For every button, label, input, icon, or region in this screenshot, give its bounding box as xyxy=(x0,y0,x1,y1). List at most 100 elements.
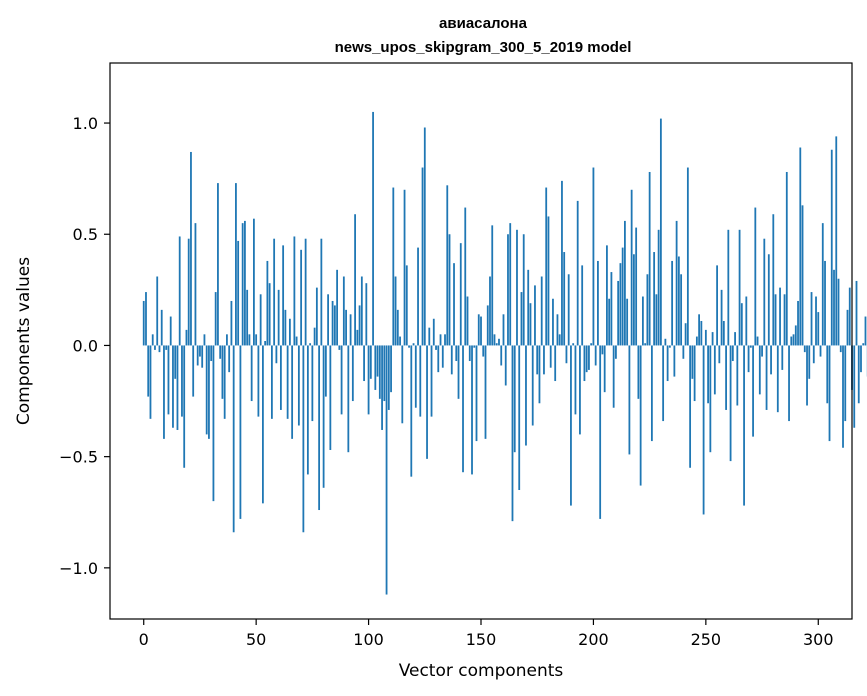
bar-71 xyxy=(302,345,305,533)
bar-63 xyxy=(284,309,287,346)
bar-79 xyxy=(320,238,323,346)
bar-191 xyxy=(572,343,575,346)
bar-231 xyxy=(662,345,665,422)
bar-1 xyxy=(145,292,147,346)
bar-146 xyxy=(471,345,473,475)
bar-7 xyxy=(158,345,161,353)
bar-312 xyxy=(844,345,847,422)
bar-136 xyxy=(448,234,451,346)
bar-87 xyxy=(338,345,341,350)
bar-170 xyxy=(525,345,527,446)
bar-131 xyxy=(437,345,440,373)
bar-217 xyxy=(630,189,633,346)
bar-250 xyxy=(704,329,707,346)
bar-163 xyxy=(509,223,512,346)
bar-166 xyxy=(516,229,518,346)
bar-165 xyxy=(513,345,516,453)
bar-286 xyxy=(785,171,788,346)
bar-116 xyxy=(403,189,406,346)
bar-266 xyxy=(740,303,743,346)
bar-157 xyxy=(495,343,498,346)
bar-127 xyxy=(428,327,431,346)
bar-140 xyxy=(457,345,460,399)
bar-251 xyxy=(707,345,709,404)
bar-230 xyxy=(659,118,662,346)
bar-50 xyxy=(255,334,258,346)
bar-258 xyxy=(722,320,725,346)
bar-152 xyxy=(484,345,487,439)
bar-151 xyxy=(482,345,485,357)
bar-206 xyxy=(606,245,608,346)
bar-85 xyxy=(333,305,336,346)
bar-76 xyxy=(313,327,316,346)
bar-245 xyxy=(693,345,696,402)
bar-205 xyxy=(603,345,606,393)
bar-155 xyxy=(491,225,494,346)
bar-314 xyxy=(848,287,851,346)
bar-221 xyxy=(639,345,642,486)
bar-121 xyxy=(414,345,417,408)
bar-271 xyxy=(752,345,754,437)
bar-283 xyxy=(779,287,781,346)
bar-291 xyxy=(797,300,799,346)
bar-204 xyxy=(601,345,604,355)
bar-318 xyxy=(857,345,860,404)
bar-223 xyxy=(644,343,647,346)
bar-53 xyxy=(262,345,264,504)
bar-69 xyxy=(297,345,300,426)
bar-14 xyxy=(174,345,177,379)
y-tick-label: −1.0 xyxy=(59,559,98,578)
bar-272 xyxy=(754,207,757,346)
bar-226 xyxy=(650,345,653,442)
bar-280 xyxy=(772,214,775,346)
bar-246 xyxy=(695,336,698,346)
bar-65 xyxy=(288,318,291,346)
bar-145 xyxy=(468,345,471,362)
bar-84 xyxy=(331,300,334,346)
bar-172 xyxy=(529,303,532,346)
bar-233 xyxy=(666,345,669,382)
y-axis: −1.0 −0.5 0.0 0.5 1.0 xyxy=(59,114,110,578)
bar-249 xyxy=(702,345,705,515)
bar-294 xyxy=(803,345,806,353)
bar-300 xyxy=(817,312,820,346)
bar-91 xyxy=(347,345,350,453)
bar-132 xyxy=(439,334,442,346)
x-tick-label: 150 xyxy=(466,630,497,649)
bar-309 xyxy=(837,278,840,346)
bar-177 xyxy=(540,276,543,346)
bar-104 xyxy=(376,345,379,377)
bar-66 xyxy=(291,345,294,439)
bar-178 xyxy=(543,345,545,375)
bar-234 xyxy=(668,345,671,348)
bar-22 xyxy=(192,345,195,397)
bar-113 xyxy=(396,309,399,346)
bar-74 xyxy=(309,343,312,346)
bar-40 xyxy=(232,345,235,533)
bar-227 xyxy=(653,252,656,346)
bar-55 xyxy=(266,260,269,346)
bar-46 xyxy=(246,289,249,346)
bar-268 xyxy=(745,296,748,346)
bar-119 xyxy=(410,345,413,477)
bar-56 xyxy=(268,283,271,346)
bar-257 xyxy=(720,289,723,346)
bar-199 xyxy=(590,343,593,346)
bar-278 xyxy=(767,254,770,346)
bar-297 xyxy=(810,292,813,346)
bar-122 xyxy=(417,247,419,346)
bar-5 xyxy=(154,345,156,350)
bar-182 xyxy=(552,298,554,346)
bar-99 xyxy=(365,283,368,346)
bar-193 xyxy=(576,200,579,346)
x-tick-label: 0 xyxy=(139,630,149,649)
bar-33 xyxy=(217,183,219,346)
bar-115 xyxy=(401,345,404,424)
bar-225 xyxy=(648,171,651,346)
bar-214 xyxy=(624,220,626,346)
bar-201 xyxy=(594,345,597,366)
bar-256 xyxy=(718,345,721,364)
bar-210 xyxy=(615,345,617,359)
bar-211 xyxy=(617,280,620,346)
y-tick-label: 1.0 xyxy=(73,114,98,133)
